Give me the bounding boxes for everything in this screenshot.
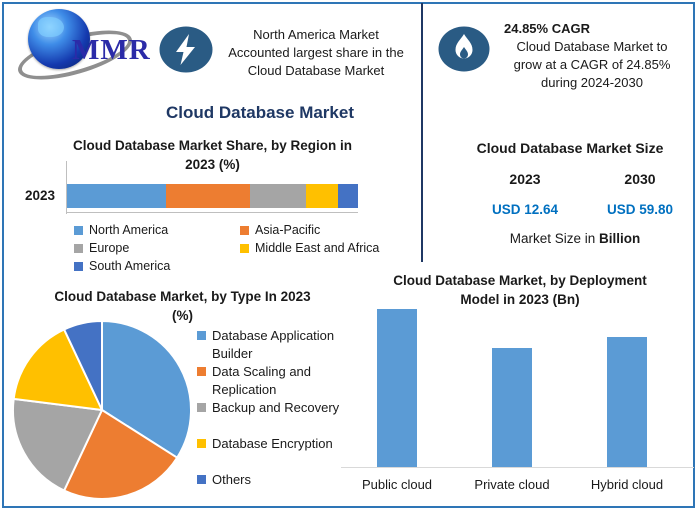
region-y-axis bbox=[66, 161, 67, 214]
cagr-headline: 24.85% CAGR bbox=[504, 21, 590, 36]
region-segment bbox=[337, 184, 358, 208]
legend-item: North America bbox=[74, 221, 240, 239]
pie-legend-item: Data Scaling and Replication bbox=[197, 363, 349, 399]
cagr-line: Cloud Database Market to bbox=[516, 39, 668, 54]
market-size-value-2030: USD 59.80 bbox=[606, 202, 674, 217]
pie-legend-item: Database Encryption bbox=[197, 435, 349, 471]
market-size-value-2023: USD 12.64 bbox=[491, 202, 559, 217]
deployment-plot-area bbox=[341, 294, 694, 468]
legend-swatch bbox=[197, 331, 206, 340]
legend-label: South America bbox=[89, 259, 171, 273]
region-segment bbox=[250, 184, 306, 208]
flame-icon bbox=[455, 34, 473, 59]
legend-swatch bbox=[197, 439, 206, 448]
pie-legend-item: Others bbox=[197, 471, 349, 507]
cagr-line: grow at a CAGR of 24.85% bbox=[513, 57, 671, 72]
legend-label: North America bbox=[89, 223, 169, 237]
type-pie-chart bbox=[12, 320, 192, 500]
region-segment bbox=[67, 184, 166, 208]
legend-label: Backup and Recovery bbox=[212, 400, 340, 415]
region-segment bbox=[305, 184, 338, 208]
flame-badge bbox=[438, 26, 490, 72]
mmr-logo: MMR bbox=[13, 6, 154, 90]
legend-swatch bbox=[240, 225, 249, 235]
deployment-bar bbox=[492, 348, 532, 467]
legend-label: Database Encryption bbox=[212, 436, 333, 451]
callout-line: Accounted largest share in the bbox=[228, 45, 404, 60]
legend-label: Europe bbox=[89, 241, 130, 255]
lightning-bolt-icon bbox=[176, 34, 195, 65]
region-legend: North America Asia-Pacific Europe Middle Ea… bbox=[74, 221, 406, 275]
pie-legend: Database Application Builder Data Scaling… bbox=[197, 327, 349, 507]
legend-item: Middle East and Africa bbox=[240, 239, 406, 257]
cagr-block: 24.85% CAGR Cloud Database Market to gro… bbox=[494, 20, 690, 92]
legend-swatch bbox=[197, 403, 206, 412]
legend-swatch bbox=[240, 243, 249, 253]
cagr-line: during 2024-2030 bbox=[541, 75, 643, 90]
region-chart-title: Cloud Database Market Share, by Region i… bbox=[72, 138, 353, 172]
deployment-chart-title: Cloud Database Market, by Deployment Mod… bbox=[393, 273, 647, 307]
pie-slice bbox=[12, 397, 103, 492]
globe-icon bbox=[28, 9, 90, 69]
lightning-badge bbox=[159, 26, 213, 73]
callout-line: Cloud Database Market bbox=[247, 63, 385, 78]
pie-slice bbox=[63, 320, 103, 411]
region-segment bbox=[165, 184, 251, 208]
flame-inner bbox=[460, 47, 468, 59]
legend-item: Europe bbox=[74, 239, 240, 257]
logo-text: MMR bbox=[72, 34, 151, 66]
market-size-note: Market Size in Billion bbox=[509, 231, 641, 246]
market-size-year-2030: 2030 bbox=[624, 171, 656, 187]
legend-label: Others bbox=[212, 472, 252, 487]
pie-slice bbox=[12, 328, 103, 411]
callout-line: North America Market bbox=[253, 27, 379, 42]
legend-label: Data Scaling and Replication bbox=[212, 364, 312, 397]
bar-label: Private cloud bbox=[474, 477, 550, 492]
legend-swatch bbox=[197, 367, 206, 376]
legend-swatch bbox=[74, 261, 83, 271]
header-callout: North America Market Accounted largest s… bbox=[220, 26, 412, 80]
pie-chart-title: Cloud Database Market, by Type In 2023 (… bbox=[54, 289, 311, 323]
deployment-bar bbox=[377, 309, 417, 467]
legend-item: Asia-Pacific bbox=[240, 221, 406, 239]
legend-swatch bbox=[74, 243, 83, 253]
region-x-axis bbox=[66, 212, 358, 213]
legend-label: Asia-Pacific bbox=[255, 223, 321, 237]
pie-legend-item: Backup and Recovery bbox=[197, 399, 349, 435]
legend-item: South America bbox=[74, 257, 240, 275]
legend-label: Database Application Builder bbox=[212, 328, 335, 361]
legend-label: Middle East and Africa bbox=[255, 241, 380, 255]
pie-legend-item: Database Application Builder bbox=[197, 327, 349, 363]
market-size-title: Cloud Database Market Size bbox=[476, 140, 664, 156]
deployment-bar bbox=[607, 337, 647, 467]
region-stacked-bar bbox=[67, 184, 358, 208]
vertical-divider bbox=[421, 3, 423, 262]
page-title: Cloud Database Market bbox=[166, 103, 354, 122]
deployment-baseline bbox=[341, 467, 694, 468]
bar-label: Hybrid cloud bbox=[590, 477, 664, 492]
region-category-label: 2023 bbox=[24, 188, 56, 203]
bar-label: Public cloud bbox=[361, 477, 433, 492]
market-size-year-2023: 2023 bbox=[509, 171, 541, 187]
legend-swatch bbox=[197, 475, 206, 484]
legend-swatch bbox=[74, 225, 83, 235]
